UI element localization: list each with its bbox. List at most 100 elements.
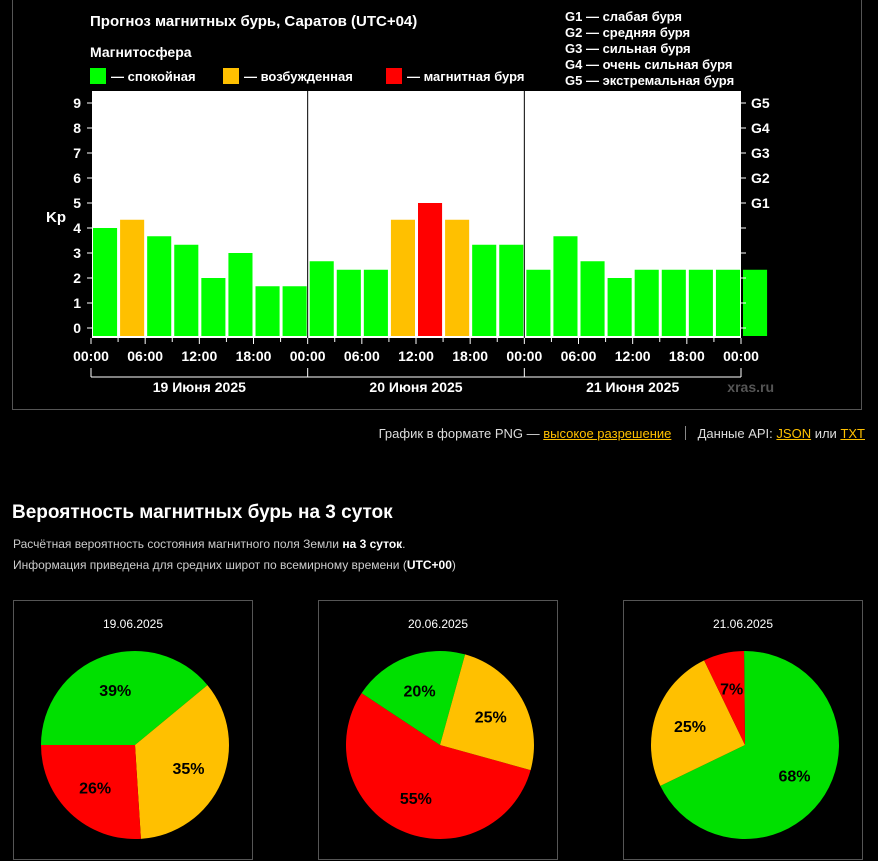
- x-tick-label: 12:00: [181, 348, 217, 364]
- y-tick-label: 8: [73, 120, 81, 136]
- x-tick-label: 18:00: [452, 348, 488, 364]
- desc2-bold: UTC+00: [406, 558, 452, 572]
- pie-card-day-2: 20.06.2025 55% 20% 25%: [318, 600, 558, 860]
- g-legend-item: G1 — слабая буря: [565, 9, 682, 24]
- g-level-label: G3: [751, 145, 770, 161]
- pie-card-day-3: 21.06.2025 68% 25% 7%: [623, 600, 863, 860]
- probability-pie-chart: 39% 35% 26%: [41, 651, 229, 839]
- y-tick-label: 0: [73, 320, 81, 336]
- day-label: 20 Июня 2025: [369, 379, 462, 395]
- kp-bar: [363, 269, 388, 336]
- kp-bar: [688, 269, 713, 336]
- kp-bar: [634, 269, 659, 336]
- g-legend-item: G5 — экстремальная буря: [565, 73, 734, 88]
- download-links: График в формате PNG — высокое разрешени…: [379, 426, 865, 441]
- probability-description-1: Расчётная вероятность состояния магнитно…: [13, 537, 406, 551]
- json-link[interactable]: JSON: [776, 426, 812, 441]
- g-level-label: G2: [751, 170, 770, 186]
- pie-slice-yellow: [135, 685, 229, 839]
- pie-slice-label: 26%: [79, 780, 111, 797]
- day-label: 19 Июня 2025: [153, 379, 246, 395]
- pie-slice-label: 25%: [475, 709, 507, 726]
- kp-bar: [499, 244, 524, 336]
- x-tick-label: 06:00: [344, 348, 380, 364]
- kp-bar: [390, 219, 415, 336]
- kp-bar: [445, 219, 470, 336]
- g-level-label: G5: [751, 95, 770, 111]
- pie-slice-label: 20%: [404, 683, 436, 700]
- kp-forecast-chart: Прогноз магнитных бурь, Саратов (UTC+04)…: [46, 9, 774, 395]
- legend-item-quiet: — спокойная: [90, 68, 196, 84]
- kp-bar: [93, 228, 118, 336]
- kp-bar: [255, 286, 280, 336]
- x-tick-label: 00:00: [723, 348, 759, 364]
- y-tick-label: 3: [73, 245, 81, 261]
- pie-slice-yellow: [440, 654, 534, 771]
- pie-date: 19.06.2025: [102, 617, 164, 631]
- kp-bar: [526, 269, 551, 336]
- plot-area: [92, 91, 741, 338]
- pie-date: 21.06.2025: [712, 617, 774, 631]
- kp-bar: [174, 244, 199, 336]
- g-legend-item: G2 — средняя буря: [565, 25, 690, 40]
- pie-slice-label: 39%: [99, 683, 131, 700]
- pie-slice-green: [361, 651, 466, 745]
- g-legend-item: G4 — очень сильная буря: [565, 57, 732, 72]
- kp-bar: [120, 219, 145, 336]
- probability-description-2: Информация приведена для средних широт п…: [13, 558, 456, 572]
- g-legend-item: G3 — сильная буря: [565, 41, 691, 56]
- probability-pie-chart: 55% 20% 25%: [346, 651, 534, 839]
- kp-bar: [309, 261, 334, 336]
- x-tick-label: 00:00: [290, 348, 326, 364]
- g-level-label: G4: [751, 120, 770, 136]
- watermark: xras.ru: [727, 379, 774, 395]
- y-tick-label: 7: [73, 145, 81, 161]
- api-text: Данные API:: [697, 426, 773, 441]
- kp-bar: [336, 269, 361, 336]
- g-level-label: G1: [751, 195, 770, 211]
- y-tick-label: 9: [73, 95, 81, 111]
- or-text: или: [814, 426, 837, 441]
- kp-bar: [228, 253, 253, 336]
- legend-swatch-quiet: [90, 68, 106, 84]
- pie-slice-label: 55%: [400, 791, 432, 808]
- legend-label-excited: — возбужденная: [244, 69, 353, 84]
- legend-label-quiet: — спокойная: [111, 69, 196, 84]
- x-tick-label: 12:00: [398, 348, 434, 364]
- kp-bar: [661, 269, 686, 336]
- y-tick-label: 1: [73, 295, 81, 311]
- legend-swatch-excited: [223, 68, 239, 84]
- desc2-end: ): [451, 558, 456, 572]
- pie-slice-label: 7%: [720, 681, 743, 698]
- kp-chart-panel: Прогноз магнитных бурь, Саратов (UTC+04)…: [12, 0, 862, 410]
- x-tick-label: 06:00: [127, 348, 163, 364]
- x-tick-label: 12:00: [615, 348, 651, 364]
- y-axis-label: Kp: [46, 209, 66, 226]
- pie-slice-red: [41, 745, 141, 839]
- legend-title: Магнитосфера: [90, 44, 192, 60]
- pie-card-day-1: 19.06.2025 39% 35% 26%: [13, 600, 253, 860]
- desc1-bold: на 3 суток: [342, 537, 403, 551]
- pie-slice-red: [704, 651, 745, 745]
- legend-item-excited: — возбужденная: [223, 68, 353, 84]
- probability-pie-chart: 68% 25% 7%: [651, 651, 839, 839]
- pie-slice-label: 25%: [674, 719, 706, 736]
- pie-slice-green: [660, 651, 839, 839]
- x-tick-label: 18:00: [669, 348, 705, 364]
- high-resolution-link[interactable]: высокое разрешение: [543, 426, 672, 441]
- x-tick-label: 18:00: [236, 348, 272, 364]
- probability-title: Вероятность магнитных бурь на 3 суток: [12, 502, 393, 523]
- links-divider: [685, 426, 686, 440]
- kp-bar: [580, 261, 605, 336]
- legend-label-storm: — магнитная буря: [407, 69, 524, 84]
- desc1-end: .: [402, 537, 406, 551]
- pie-date: 20.06.2025: [407, 617, 469, 631]
- kp-bar: [553, 236, 578, 336]
- x-tick-label: 00:00: [506, 348, 542, 364]
- kp-bar: [743, 269, 768, 336]
- png-text: График в формате PNG —: [378, 426, 540, 441]
- x-tick-label: 06:00: [561, 348, 597, 364]
- pie-slice-label: 68%: [779, 769, 811, 786]
- txt-link[interactable]: TXT: [840, 426, 865, 441]
- x-tick-label: 00:00: [73, 348, 109, 364]
